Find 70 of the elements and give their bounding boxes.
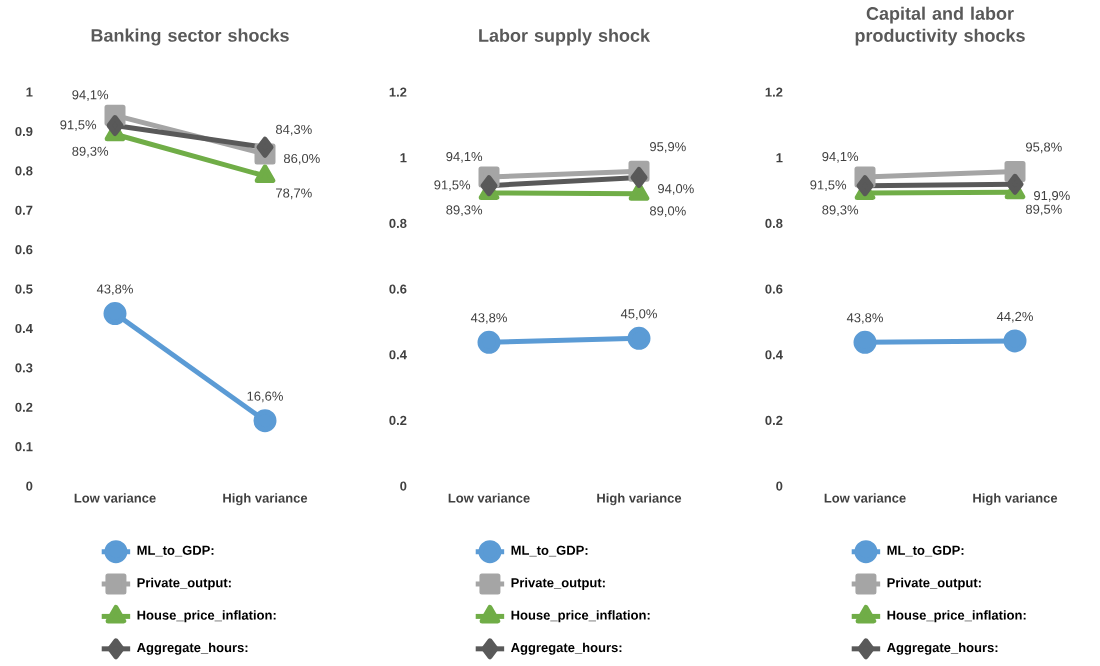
- y-tick-label: 1: [26, 87, 33, 97]
- x-tick-label: High variance: [597, 493, 682, 506]
- data-label: 89,5%: [1025, 204, 1062, 216]
- legend-label: Private_output:: [137, 577, 231, 590]
- y-tick-label: 1.2: [389, 87, 407, 97]
- data-label: 89,3%: [72, 146, 109, 158]
- legend-label: House_price_inflation:: [137, 610, 276, 623]
- legend-label: Aggregate_hours:: [886, 642, 998, 655]
- y-tick-label: 0.4: [15, 323, 33, 334]
- legend-label: Private_output:: [511, 577, 605, 590]
- legend-label: Private_output:: [887, 577, 981, 590]
- legend-label: House_price_inflation:: [511, 610, 650, 623]
- legend-label: Aggregate_hours:: [510, 642, 622, 655]
- data-label: 84,3%: [275, 124, 312, 136]
- data-label: 91,9%: [1034, 190, 1070, 202]
- y-tick-label: 0.6: [389, 284, 407, 294]
- data-label: 43,8%: [846, 313, 883, 324]
- y-tick-label: 1: [776, 153, 783, 163]
- y-tick-label: 0.2: [765, 415, 783, 425]
- data-label: 16,6%: [247, 391, 283, 403]
- data-label: 43,8%: [470, 313, 507, 324]
- y-tick-label: 0.8: [389, 218, 407, 228]
- y-tick-label: 0.2: [15, 402, 33, 412]
- y-tick-label: 0.5: [15, 284, 33, 294]
- y-tick-label: 0.1: [15, 442, 33, 452]
- y-tick-label: 0.4: [765, 350, 783, 360]
- data-label: 89,0%: [649, 206, 686, 217]
- legend-label: ML_to_GDP:: [511, 545, 588, 557]
- data-label: 89,3%: [446, 205, 483, 216]
- legend-label: ML_to_GDP:: [137, 545, 214, 557]
- legend-label: ML_to_GDP:: [887, 545, 964, 557]
- x-tick-label: Low variance: [448, 493, 530, 503]
- data-label: 44,2%: [996, 311, 1033, 323]
- x-tick-label: High variance: [973, 493, 1058, 506]
- data-label: 91,5%: [434, 180, 471, 191]
- data-label: 94,1%: [446, 151, 483, 163]
- y-tick-label: 1: [400, 153, 407, 163]
- data-label: 95,9%: [650, 142, 686, 153]
- y-tick-label: 0.3: [15, 363, 33, 373]
- chart-title: Labor supply shock: [479, 28, 651, 46]
- y-tick-label: 0.2: [389, 415, 407, 425]
- chart-title: Banking sector shocks: [91, 28, 289, 46]
- legend-label: House_price_inflation:: [887, 610, 1026, 623]
- y-tick-label: 1.2: [765, 87, 783, 97]
- x-tick-label: Low variance: [74, 493, 156, 503]
- chart-title: Capital and labor productivity shocks: [855, 6, 1025, 46]
- data-label: 89,3%: [822, 205, 859, 216]
- y-tick-label: 0.8: [15, 166, 33, 176]
- data-label: 94,0%: [658, 184, 694, 195]
- legend-label: Aggregate_hours:: [136, 642, 248, 655]
- data-label: 91,5%: [810, 180, 847, 191]
- data-label: 94,1%: [72, 90, 109, 101]
- y-tick-label: 0.9: [15, 126, 33, 137]
- data-label: 78,7%: [276, 188, 312, 200]
- y-tick-label: 0.6: [765, 284, 783, 294]
- data-label: 43,8%: [96, 284, 133, 296]
- y-tick-label: 0: [776, 481, 783, 491]
- x-tick-label: High variance: [223, 493, 308, 506]
- y-tick-label: 0.4: [389, 350, 407, 360]
- data-label: 86,0%: [283, 153, 320, 165]
- data-label: 95,8%: [1026, 142, 1062, 154]
- y-tick-label: 0.8: [765, 218, 783, 228]
- y-tick-label: 0: [26, 481, 33, 491]
- data-label: 94,1%: [822, 151, 859, 163]
- y-tick-label: 0.6: [15, 245, 33, 255]
- y-tick-label: 0: [400, 481, 407, 491]
- x-tick-label: Low variance: [824, 493, 906, 503]
- data-label: 45,0%: [620, 309, 657, 320]
- y-tick-label: 0.7: [15, 205, 33, 215]
- data-label: 91,5%: [60, 120, 97, 131]
